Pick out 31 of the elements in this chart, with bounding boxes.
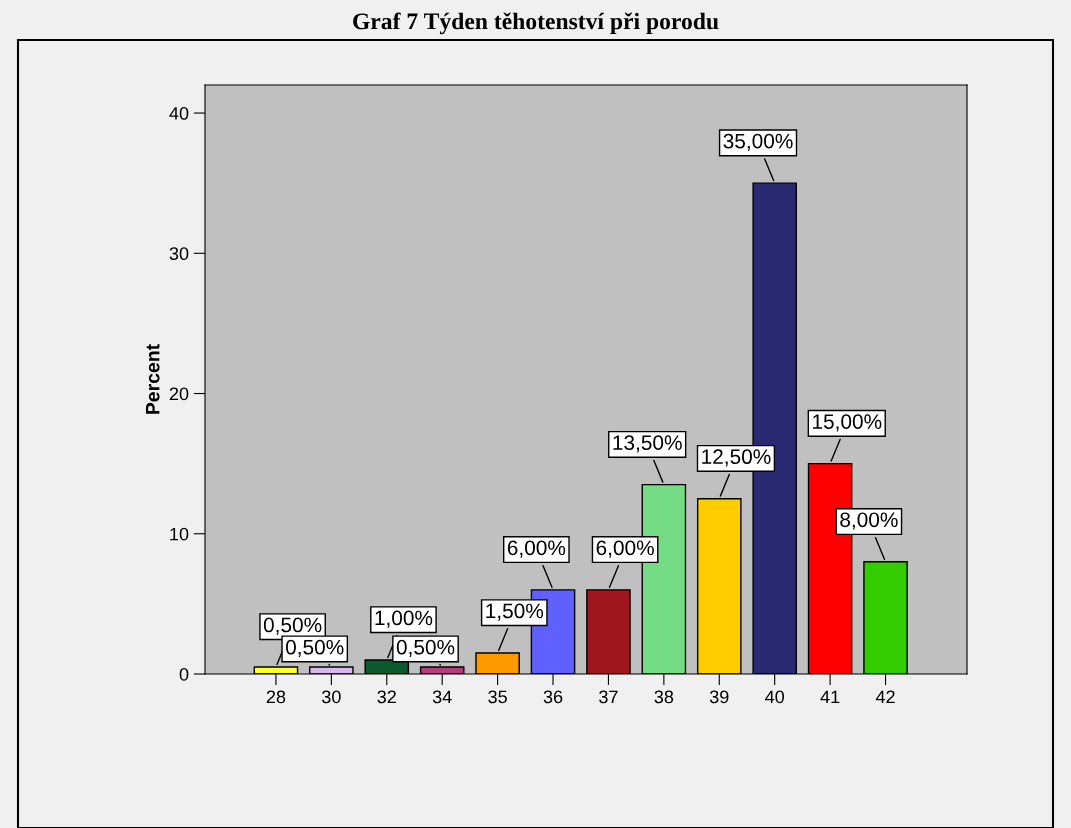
x-tick-label: 36	[543, 690, 563, 704]
data-label: 0,50%	[285, 639, 344, 657]
x-tick-label: 40	[765, 690, 785, 704]
data-label: 0,50%	[263, 617, 322, 635]
x-tick-label: 41	[820, 690, 840, 704]
x-tick-label: 28	[266, 690, 286, 704]
x-tick-label: 38	[654, 690, 674, 704]
x-tick-label: 34	[432, 690, 452, 704]
y-tick-label: 10	[170, 527, 189, 541]
chart-title: Graf 7 Týden těhotenství při porodu	[353, 12, 719, 35]
y-axis-title: Percent	[145, 344, 160, 414]
y-tick-label: 30	[169, 247, 189, 261]
data-label: 1,00%	[375, 610, 433, 628]
x-tick-label: 39	[709, 690, 729, 704]
data-label: 6,00%	[507, 540, 566, 558]
x-tick-label: 30	[322, 690, 341, 704]
x-tick-label: 32	[377, 690, 396, 704]
data-label: 6,00%	[596, 540, 654, 558]
x-tick-label: 37	[599, 690, 618, 704]
x-tick-label: 35	[488, 690, 507, 704]
data-label: 13,50%	[613, 435, 682, 453]
y-tick-label: 40	[169, 106, 189, 120]
data-label: 15,00%	[813, 414, 882, 432]
data-label: 1,50%	[486, 603, 544, 621]
data-label: 0,50%	[396, 639, 455, 657]
data-label: 35,00%	[723, 133, 793, 151]
y-tick-label: 0	[179, 667, 189, 681]
y-tick-label: 20	[169, 387, 189, 401]
data-label: 12,50%	[702, 449, 771, 467]
x-tick-label: 42	[875, 690, 895, 704]
data-label: 8,00%	[840, 512, 898, 530]
